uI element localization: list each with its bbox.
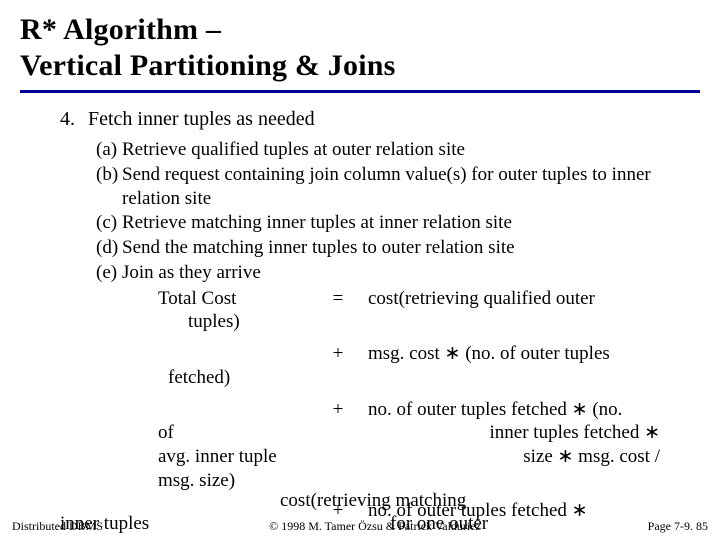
cost-left-cont: tuples): [158, 310, 308, 334]
cost-op: =: [308, 287, 368, 311]
title-line-2: Vertical Partitioning & Joins: [20, 49, 396, 82]
sub-label: (a): [96, 138, 122, 162]
sub-label: (d): [96, 236, 122, 260]
sub-item-d: (d) Send the matching inner tuples to ou…: [96, 236, 700, 260]
sub-text: Retrieve qualified tuples at outer relat…: [122, 138, 700, 162]
list-item-4: 4. Fetch inner tuples as needed: [60, 107, 700, 132]
sub-label: (e): [96, 261, 122, 285]
sub-text: Retrieve matching inner tuples at inner …: [122, 211, 700, 235]
list-number: 4.: [60, 107, 88, 132]
sub-text: Send request containing join column valu…: [122, 163, 700, 211]
cost-equation: Total Cost = cost(retrieving qualified o…: [96, 287, 700, 523]
cost-row-2: + msg. cost ∗ (no. of outer tuples: [158, 342, 700, 366]
slide: R* Algorithm – Vertical Partitioning & J…: [0, 0, 720, 540]
cost-right: no. of outer tuples fetched ∗ (no.: [368, 398, 700, 422]
cost-left-cont: fetched): [158, 366, 308, 390]
sub-text: Send the matching inner tuples to outer …: [122, 236, 700, 260]
footer: Distributed DBMS © 1998 M. Tamer Özsu & …: [0, 519, 720, 534]
content: 4. Fetch inner tuples as needed (a) Retr…: [20, 107, 700, 522]
title-underline: [20, 90, 700, 93]
sub-item-e: (e) Join as they arrive: [96, 261, 700, 285]
sub-item-b: (b) Send request containing join column …: [96, 163, 700, 211]
cost-row-1: Total Cost = cost(retrieving qualified o…: [158, 287, 700, 311]
footer-right: Page 7-9. 85: [608, 519, 708, 534]
footer-left: Distributed DBMS: [12, 519, 142, 534]
slide-title: R* Algorithm – Vertical Partitioning & J…: [20, 12, 700, 84]
sub-label: (c): [96, 211, 122, 235]
overflow-line-1: cost(retrieving matching: [60, 489, 700, 513]
sub-item-a: (a) Retrieve qualified tuples at outer r…: [96, 138, 700, 162]
cost-right-cont: inner tuples fetched ∗: [368, 421, 660, 445]
cost-right: cost(retrieving qualified outer: [368, 287, 700, 311]
cost-row-3: + no. of outer tuples fetched ∗ (no.: [158, 398, 700, 422]
sub-text: Join as they arrive: [122, 261, 700, 285]
sub-list: (a) Retrieve qualified tuples at outer r…: [60, 138, 700, 522]
sub-label: (b): [96, 163, 122, 211]
sub-item-c: (c) Retrieve matching inner tuples at in…: [96, 211, 700, 235]
cost-left-cont: avg. inner tuple: [158, 445, 368, 469]
list-text: Fetch inner tuples as needed: [88, 107, 315, 132]
cost-left-cont: of: [158, 421, 368, 445]
cost-row-2b: fetched): [158, 366, 700, 390]
footer-center: © 1998 M. Tamer Özsu & Patrick Valduriez: [142, 519, 608, 534]
cost-left: Total Cost: [158, 287, 308, 311]
title-line-1: R* Algorithm –: [20, 13, 221, 46]
cost-op: +: [308, 398, 368, 422]
cost-op: +: [308, 342, 368, 366]
cost-row-1b: tuples): [158, 310, 700, 334]
cost-right: msg. cost ∗ (no. of outer tuples: [368, 342, 700, 366]
cost-right-cont: size ∗ msg. cost /: [368, 445, 660, 469]
cost-row-3b: of avg. inner tuple msg. size) inner tup…: [158, 421, 700, 492]
